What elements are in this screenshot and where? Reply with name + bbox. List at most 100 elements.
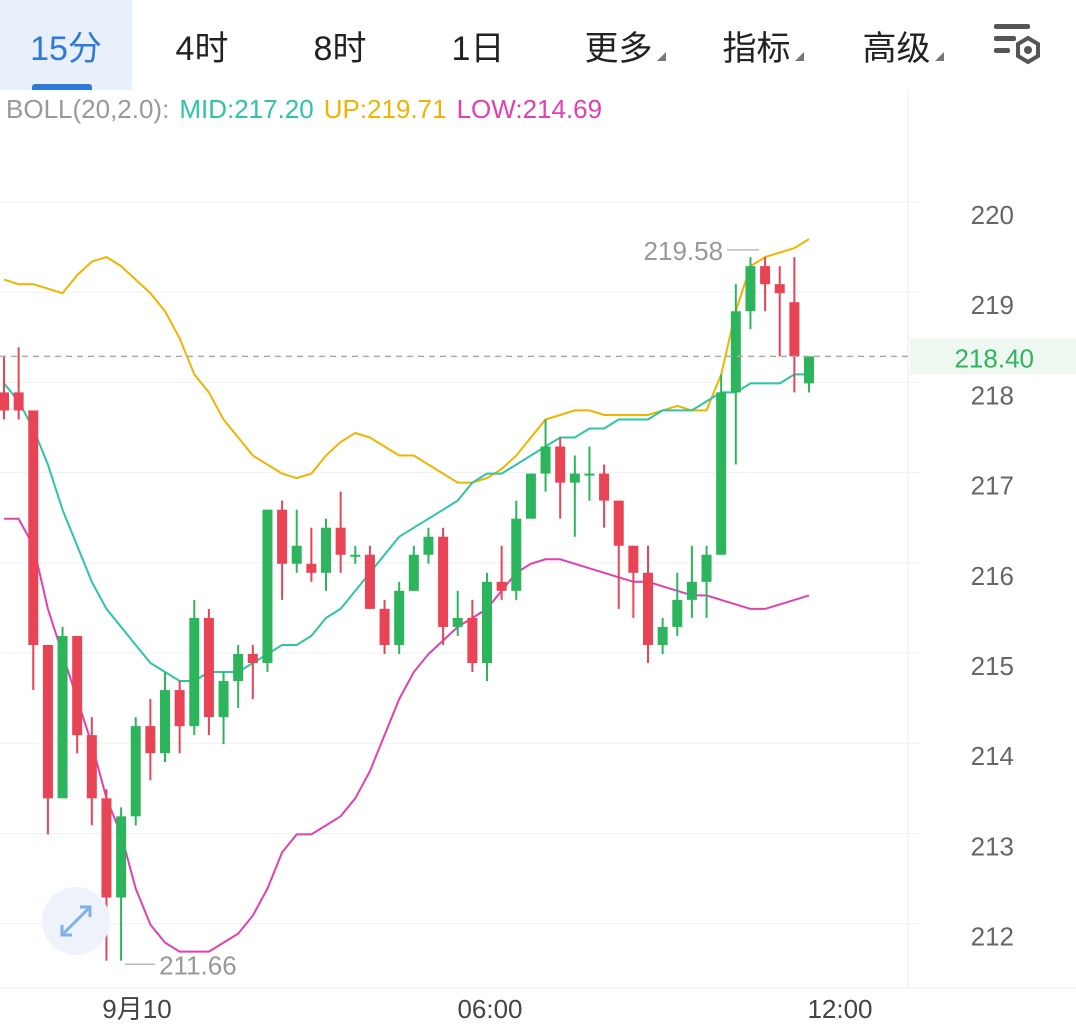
candle-body[interactable] (452, 617, 463, 627)
candle-body[interactable] (672, 599, 683, 627)
candles (0, 257, 814, 961)
active-tab-indicator (32, 84, 92, 90)
low-price-label: 211.66 (159, 950, 237, 980)
candle-body[interactable] (657, 626, 668, 645)
candle-body[interactable] (613, 500, 624, 546)
candle-body[interactable] (716, 392, 727, 555)
expand-button[interactable] (42, 887, 110, 955)
candle-body[interactable] (28, 410, 39, 645)
boll-low-value: LOW:214.69 (456, 94, 603, 124)
candle-body[interactable] (101, 798, 112, 898)
x-tick-label: 06:00 (457, 994, 522, 1024)
y-tick-label: 220 (971, 200, 1014, 230)
candle-body[interactable] (496, 581, 507, 591)
candle-body[interactable] (233, 653, 244, 682)
candle-body[interactable] (394, 590, 405, 645)
candle-body[interactable] (277, 509, 288, 564)
candle-body[interactable] (701, 554, 712, 582)
current-price-label: 218.40 (954, 343, 1034, 373)
candle-body[interactable] (511, 518, 522, 591)
tab-8h[interactable]: 8时 (276, 0, 404, 90)
candle-body[interactable] (291, 545, 302, 564)
candle-body[interactable] (218, 681, 229, 718)
y-tick-label: 219 (971, 290, 1014, 320)
candle-body[interactable] (804, 356, 814, 384)
candle-body[interactable] (189, 617, 200, 727)
candle-body[interactable] (423, 536, 434, 555)
candle-body[interactable] (116, 816, 127, 898)
candle-body[interactable] (321, 527, 331, 573)
y-tick-label: 212 (971, 922, 1014, 952)
y-tick-label: 214 (971, 741, 1014, 771)
candle-body[interactable] (745, 266, 756, 312)
tab-label: 8时 (313, 29, 367, 68)
candle-body[interactable] (643, 572, 653, 645)
y-tick-label: 215 (971, 651, 1014, 681)
tab-more[interactable]: 更多 (560, 0, 690, 90)
candle-body[interactable] (42, 644, 53, 799)
chart-annotations: 218.40 219.58 211.66 (0, 236, 1076, 980)
x-axis-labels: 9月10 06:00 12:00 (102, 994, 872, 1024)
candle-body[interactable] (482, 581, 492, 663)
tab-indicators[interactable]: 指标 (698, 0, 828, 90)
candle-body[interactable] (584, 473, 595, 476)
candle-body[interactable] (13, 392, 24, 411)
candle-body[interactable] (130, 726, 141, 817)
tab-label: 15分 (30, 29, 102, 68)
candle-body[interactable] (145, 726, 156, 754)
grid-lines (0, 90, 1076, 989)
boll-mid-value: MID:217.20 (179, 94, 314, 124)
candle-body[interactable] (306, 563, 317, 573)
y-tick-label: 218 (971, 380, 1014, 410)
y-axis-ticks: 212 213 214 215 216 217 218 219 220 (971, 200, 1014, 952)
candle-body[interactable] (760, 266, 771, 285)
boll-up-value: UP:219.71 (323, 94, 447, 124)
y-tick-label: 217 (971, 471, 1014, 501)
candle-body[interactable] (72, 635, 83, 736)
tab-label: 1日 (451, 29, 505, 68)
current-price-tag (910, 338, 1076, 375)
candle-body[interactable] (174, 690, 185, 727)
candle-body[interactable] (467, 617, 478, 663)
candle-body[interactable] (525, 473, 536, 519)
candle-body[interactable] (789, 302, 800, 357)
expand-arrows-icon (60, 905, 92, 937)
tab-15min[interactable]: 15分 (0, 0, 132, 90)
candle-body[interactable] (569, 473, 580, 483)
candle-body[interactable] (160, 690, 170, 754)
boll-name: BOLL(20,2.0): (6, 94, 170, 124)
candle-body[interactable] (350, 554, 361, 557)
candle-body[interactable] (686, 581, 697, 600)
candle-body[interactable] (730, 311, 741, 393)
candle-body[interactable] (86, 735, 97, 799)
boll-lower-line (4, 517, 810, 953)
high-price-label: 219.58 (644, 236, 724, 266)
candle-body[interactable] (0, 392, 9, 411)
chart-settings-icon[interactable] (990, 18, 1046, 68)
candlestick-chart[interactable]: 212 213 214 215 216 217 218 219 220 9月10 06:00 12:… (0, 90, 1076, 1025)
candle-body[interactable] (262, 509, 273, 663)
candle-body[interactable] (408, 554, 419, 591)
candle-body[interactable] (555, 446, 566, 483)
y-tick-label: 213 (971, 831, 1014, 861)
candle-body[interactable] (599, 473, 610, 501)
tab-4h[interactable]: 4时 (138, 0, 266, 90)
candle-body[interactable] (335, 527, 346, 555)
candle-body[interactable] (774, 284, 785, 294)
tab-advanced[interactable]: 高级 (838, 0, 968, 90)
candle-body[interactable] (247, 653, 258, 663)
tab-label: 4时 (175, 29, 229, 68)
tab-1d[interactable]: 1日 (414, 0, 542, 90)
candle-body[interactable] (203, 617, 214, 718)
boll-legend: BOLL(20,2.0): MID:217.20 UP:219.71 LOW:214.… (6, 94, 612, 125)
boll-upper-line (3, 238, 810, 484)
candle-body[interactable] (364, 554, 375, 609)
candle-body[interactable] (379, 608, 390, 645)
y-tick-label: 216 (971, 561, 1014, 591)
candle-body[interactable] (438, 536, 449, 627)
candle-body[interactable] (540, 446, 551, 474)
candle-body[interactable] (57, 635, 68, 799)
candle-body[interactable] (628, 545, 639, 573)
tab-label: 指标 (722, 29, 791, 68)
dropdown-triangle-icon (656, 51, 666, 61)
